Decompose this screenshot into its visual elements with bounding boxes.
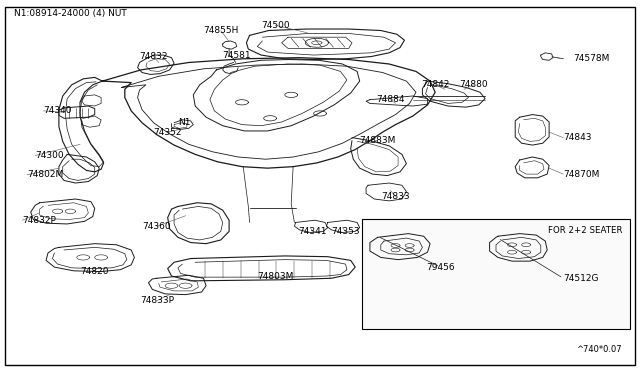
Text: 74581: 74581 <box>223 51 251 60</box>
Text: 74353: 74353 <box>332 227 360 236</box>
Text: 74340: 74340 <box>44 106 72 115</box>
Text: 74855H: 74855H <box>203 26 239 35</box>
Text: 74832P: 74832P <box>22 216 56 225</box>
Text: 74802M: 74802M <box>27 170 63 179</box>
Bar <box>362 219 630 329</box>
Text: N1: N1 <box>178 118 191 127</box>
Text: 74833P: 74833P <box>140 296 174 305</box>
Text: 74360: 74360 <box>143 222 171 231</box>
Text: 74883M: 74883M <box>360 136 396 145</box>
Text: 74880: 74880 <box>460 80 488 89</box>
Text: 74500: 74500 <box>261 21 289 30</box>
Text: 74833: 74833 <box>381 192 410 201</box>
Text: 74578M: 74578M <box>573 54 609 63</box>
Text: 74870M: 74870M <box>563 170 600 179</box>
Text: ^740*0.07: ^740*0.07 <box>577 345 622 354</box>
Text: 74300: 74300 <box>35 151 64 160</box>
Text: 74884: 74884 <box>376 95 404 104</box>
Text: 74842: 74842 <box>421 80 449 89</box>
Text: 74341: 74341 <box>298 227 326 236</box>
Text: N1:08914-24000 (4) NUT: N1:08914-24000 (4) NUT <box>14 9 127 18</box>
Text: 74843: 74843 <box>563 133 592 142</box>
Text: 74832: 74832 <box>140 52 168 61</box>
Text: 79456: 79456 <box>426 263 454 272</box>
Text: FOR 2+2 SEATER: FOR 2+2 SEATER <box>548 226 623 235</box>
Text: 74352: 74352 <box>154 128 182 137</box>
Text: 74820: 74820 <box>81 267 109 276</box>
Text: 74512G: 74512G <box>563 274 598 283</box>
Text: 74803M: 74803M <box>257 272 293 280</box>
